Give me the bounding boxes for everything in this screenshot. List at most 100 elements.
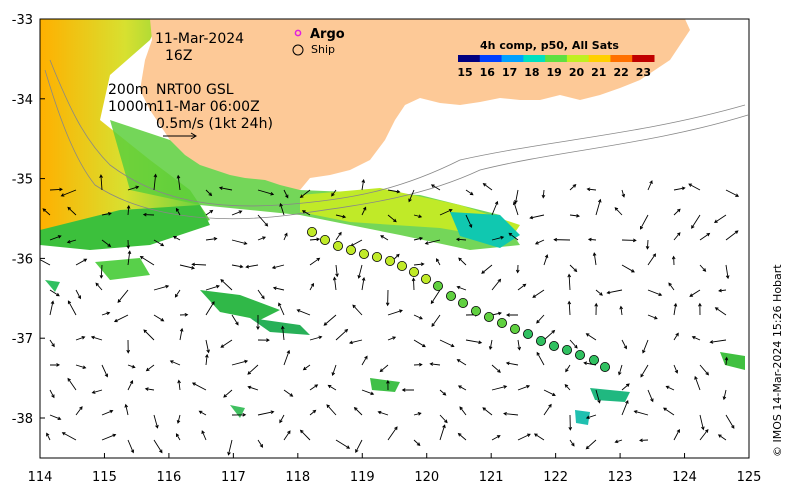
current-arrow <box>179 264 195 270</box>
current-arrow <box>143 329 155 341</box>
current-arrow <box>699 232 711 241</box>
current-arrow <box>205 353 209 366</box>
current-arrow <box>586 187 597 192</box>
current-arrow <box>621 399 629 416</box>
ship-track-marker <box>562 344 573 355</box>
current-arrow <box>722 389 727 401</box>
current-arrow <box>436 258 441 266</box>
current-arrow <box>505 361 519 366</box>
current-arrow <box>309 257 321 266</box>
current-arrow <box>247 364 259 375</box>
current-arrow <box>309 335 323 341</box>
current-arrow <box>491 385 508 391</box>
current-arrow <box>153 173 158 191</box>
current-arrow <box>205 209 214 216</box>
current-arrow <box>618 364 623 376</box>
y-tick-label: -35 <box>12 173 33 188</box>
current-arrow <box>223 389 233 398</box>
current-arrow <box>176 174 181 191</box>
current-arrow <box>331 364 337 377</box>
current-arrow <box>534 239 545 245</box>
current-arrow <box>569 214 581 218</box>
current-arrow <box>323 314 337 326</box>
current-arrow <box>326 404 337 416</box>
current-arrow <box>673 208 681 216</box>
current-arrow <box>91 389 103 394</box>
current-arrow <box>491 435 501 441</box>
current-arrow <box>465 189 474 196</box>
current-arrow <box>139 256 155 266</box>
current-arrow <box>302 364 311 371</box>
current-arrow <box>621 189 626 198</box>
current-arrow <box>335 264 339 278</box>
current-arrow <box>647 180 653 191</box>
ship-track-marker <box>384 255 395 266</box>
y-tick-label: -38 <box>12 412 33 427</box>
current-arrow <box>508 232 519 241</box>
current-arrow <box>145 364 155 372</box>
current-arrow <box>126 239 131 250</box>
current-arrow <box>714 214 727 224</box>
colorbar-segment <box>610 55 633 62</box>
current-arrow <box>101 433 117 441</box>
depth-1000m: 1000m <box>108 99 157 115</box>
current-arrow <box>247 385 259 391</box>
current-arrow <box>699 264 707 272</box>
current-arrow <box>569 264 578 273</box>
current-arrow <box>335 439 351 449</box>
current-arrow <box>257 439 264 448</box>
colorbar-tick-label: 21 <box>591 66 606 79</box>
ship-marker-icon <box>292 44 304 56</box>
current-arrow <box>536 351 545 366</box>
current-arrow <box>144 387 155 391</box>
y-tick-label: -33 <box>12 13 33 28</box>
scale-label: 0.5m/s (1kt 24h) <box>156 116 273 132</box>
current-arrow <box>439 424 446 441</box>
current-arrow <box>717 434 727 441</box>
current-arrow <box>621 383 630 391</box>
current-arrow <box>491 364 501 373</box>
ship-track-marker <box>319 234 330 245</box>
current-arrow <box>231 413 247 417</box>
current-arrow <box>639 438 649 443</box>
current-arrow <box>124 403 129 416</box>
current-arrow <box>348 339 363 345</box>
credit-text: © IMOS 14-Mar-2024 15:26 Hobart <box>771 264 784 457</box>
current-arrow <box>647 289 663 297</box>
current-arrow <box>205 284 220 291</box>
ship-track-marker <box>445 290 456 301</box>
current-arrow <box>457 432 467 441</box>
current-arrow <box>75 406 83 416</box>
sst-west-green <box>40 205 210 250</box>
current-arrow <box>529 214 545 220</box>
ship-track-marker <box>549 340 560 351</box>
x-tick-label: 122 <box>543 470 568 485</box>
current-arrow <box>296 309 311 316</box>
colorbar-segment <box>632 55 655 62</box>
current-arrow <box>506 313 519 317</box>
current-arrow <box>283 389 294 397</box>
current-arrow <box>231 264 244 269</box>
current-arrow <box>175 207 181 216</box>
current-arrow <box>640 364 649 378</box>
current-arrow <box>725 414 735 429</box>
current-arrow <box>431 314 441 327</box>
current-arrow <box>205 189 213 197</box>
current-arrow <box>75 364 87 369</box>
current-arrow <box>49 187 63 192</box>
current-arrow <box>272 286 285 291</box>
current-arrow <box>280 325 285 341</box>
colorbar-ticks: 15 16 17 18 19 20 21 22 23 <box>457 66 651 79</box>
current-arrow <box>491 200 499 216</box>
axes-frame <box>39 18 750 459</box>
current-arrow <box>361 355 368 366</box>
current-arrow <box>430 184 441 191</box>
current-arrow <box>279 202 285 216</box>
ship-track-marker <box>420 273 431 284</box>
current-arrow <box>198 410 207 416</box>
x-tick-label: 117 <box>221 470 246 485</box>
current-arrow <box>614 207 623 216</box>
colorbar-segment <box>566 55 590 62</box>
current-arrow <box>413 439 421 447</box>
ship-track-marker <box>371 251 382 262</box>
